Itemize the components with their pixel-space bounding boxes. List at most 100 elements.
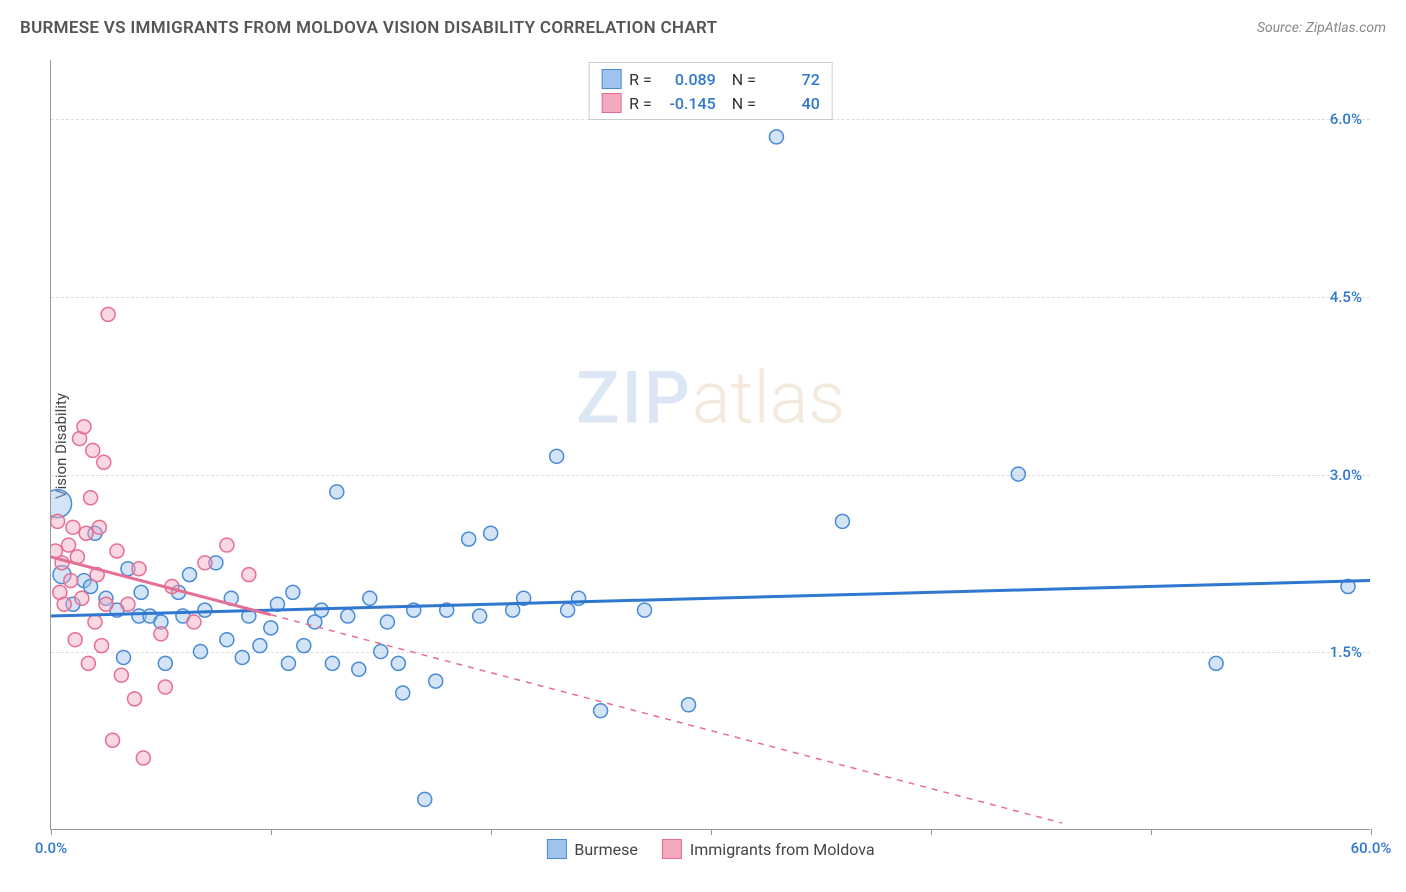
legend-r-label: R = bbox=[629, 70, 652, 89]
x-tick bbox=[711, 829, 712, 835]
title-bar: BURMESE VS IMMIGRANTS FROM MOLDOVA VISIO… bbox=[20, 18, 1386, 38]
scatter-point bbox=[121, 597, 135, 611]
x-tick bbox=[51, 829, 52, 835]
legend-series: Burmese Immigrants from Moldova bbox=[546, 839, 874, 859]
scatter-point bbox=[550, 449, 564, 463]
scatter-point bbox=[1209, 656, 1223, 670]
x-tick bbox=[1371, 829, 1372, 835]
scatter-point bbox=[79, 526, 93, 540]
scatter-point bbox=[154, 627, 168, 641]
scatter-point bbox=[64, 574, 78, 588]
scatter-point bbox=[682, 698, 696, 712]
legend-correlation: R = 0.089 N = 72 R = -0.145 N = 40 bbox=[588, 62, 833, 120]
scatter-point bbox=[134, 585, 148, 599]
scatter-point bbox=[183, 568, 197, 582]
scatter-point bbox=[51, 490, 72, 518]
scatter-point bbox=[75, 591, 89, 605]
scatter-point bbox=[561, 603, 575, 617]
scatter-point bbox=[473, 609, 487, 623]
scatter-point bbox=[62, 538, 76, 552]
scatter-point bbox=[242, 568, 256, 582]
scatter-point bbox=[193, 645, 207, 659]
scatter-point bbox=[341, 609, 355, 623]
x-tick bbox=[931, 829, 932, 835]
legend-item-0: Burmese bbox=[546, 839, 637, 859]
scatter-point bbox=[77, 420, 91, 434]
scatter-point bbox=[297, 639, 311, 653]
scatter-point bbox=[106, 733, 120, 747]
legend-r-label: R = bbox=[629, 94, 652, 113]
scatter-point bbox=[136, 751, 150, 765]
scatter-point bbox=[374, 645, 388, 659]
scatter-point bbox=[99, 597, 113, 611]
scatter-point bbox=[158, 656, 172, 670]
scatter-point bbox=[281, 656, 295, 670]
legend-swatch-bottom-1 bbox=[662, 839, 682, 859]
scatter-point bbox=[132, 562, 146, 576]
scatter-point bbox=[1011, 467, 1025, 481]
x-axis-label: 60.0% bbox=[1351, 839, 1392, 857]
scatter-point bbox=[158, 680, 172, 694]
scatter-point bbox=[253, 639, 267, 653]
legend-n-value-0: 72 bbox=[764, 70, 820, 89]
scatter-point bbox=[66, 520, 80, 534]
trendline-solid bbox=[51, 581, 1370, 616]
scatter-point bbox=[769, 130, 783, 144]
scatter-point bbox=[68, 633, 82, 647]
legend-swatch-0 bbox=[601, 69, 621, 89]
scatter-point bbox=[484, 526, 498, 540]
legend-n-label: N = bbox=[724, 94, 756, 113]
scatter-point bbox=[325, 656, 339, 670]
scatter-point bbox=[594, 704, 608, 718]
x-tick bbox=[1151, 829, 1152, 835]
scatter-point bbox=[380, 615, 394, 629]
scatter-point bbox=[391, 656, 405, 670]
scatter-point bbox=[396, 686, 410, 700]
scatter-point bbox=[330, 485, 344, 499]
legend-label-1: Immigrants from Moldova bbox=[690, 840, 875, 859]
scatter-point bbox=[97, 455, 111, 469]
scatter-point bbox=[84, 491, 98, 505]
scatter-point bbox=[110, 544, 124, 558]
legend-swatch-1 bbox=[601, 93, 621, 113]
scatter-point bbox=[51, 514, 65, 528]
legend-row-0: R = 0.089 N = 72 bbox=[601, 67, 820, 91]
chart-source: Source: ZipAtlas.com bbox=[1257, 20, 1386, 36]
legend-r-value-0: 0.089 bbox=[660, 70, 716, 89]
scatter-point bbox=[286, 585, 300, 599]
scatter-point bbox=[235, 650, 249, 664]
scatter-point bbox=[95, 639, 109, 653]
legend-item-1: Immigrants from Moldova bbox=[662, 839, 875, 859]
scatter-point bbox=[81, 656, 95, 670]
scatter-point bbox=[220, 538, 234, 552]
scatter-point bbox=[88, 615, 102, 629]
scatter-point bbox=[86, 443, 100, 457]
scatter-point bbox=[198, 556, 212, 570]
x-axis-label: 0.0% bbox=[35, 839, 67, 857]
scatter-point bbox=[187, 615, 201, 629]
scatter-point bbox=[114, 668, 128, 682]
scatter-point bbox=[835, 514, 849, 528]
legend-label-0: Burmese bbox=[574, 840, 637, 859]
scatter-point bbox=[198, 603, 212, 617]
legend-n-label: N = bbox=[724, 70, 756, 89]
chart-title: BURMESE VS IMMIGRANTS FROM MOLDOVA VISIO… bbox=[20, 18, 717, 38]
scatter-point bbox=[92, 520, 106, 534]
legend-row-1: R = -0.145 N = 40 bbox=[601, 91, 820, 115]
scatter-point bbox=[352, 662, 366, 676]
plot-area: ZIPatlas R = 0.089 N = 72 R = -0.145 N =… bbox=[50, 60, 1370, 830]
trendline-dashed bbox=[271, 615, 1062, 823]
scatter-point bbox=[101, 307, 115, 321]
scatter-point bbox=[363, 591, 377, 605]
plot-svg bbox=[51, 60, 1370, 829]
x-tick bbox=[271, 829, 272, 835]
scatter-point bbox=[264, 621, 278, 635]
legend-n-value-1: 40 bbox=[764, 94, 820, 113]
scatter-point bbox=[462, 532, 476, 546]
scatter-point bbox=[117, 650, 131, 664]
scatter-point bbox=[429, 674, 443, 688]
legend-swatch-bottom-0 bbox=[546, 839, 566, 859]
scatter-point bbox=[128, 692, 142, 706]
scatter-point bbox=[418, 792, 432, 806]
x-tick bbox=[491, 829, 492, 835]
